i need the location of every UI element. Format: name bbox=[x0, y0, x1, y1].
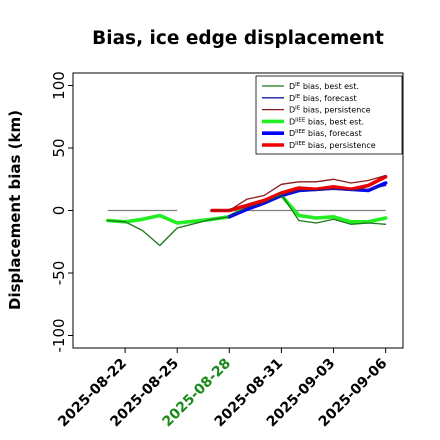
legend-box bbox=[255, 75, 403, 155]
series-line-1 bbox=[228, 184, 387, 218]
y-tick-label: -50 bbox=[50, 261, 68, 286]
chart-title: Bias, ice edge displacement bbox=[92, 28, 384, 49]
y-axis-label: Displacement bias (km) bbox=[6, 110, 24, 310]
series-line-2 bbox=[211, 174, 387, 212]
series-line-5 bbox=[210, 175, 388, 213]
y-tick-label: -100 bbox=[50, 318, 68, 352]
y-tick-label: 100 bbox=[50, 71, 68, 100]
legend-label-4: DIIEE bias, forecast bbox=[289, 129, 362, 138]
legend: DIE bias, best est. DIE bias, forecast DIE… bbox=[255, 75, 403, 155]
legend-label-5: DIIEE bias, persistence bbox=[289, 141, 376, 150]
legend-label-2: DIE bias, persistence bbox=[289, 106, 371, 115]
y-tick-label: 50 bbox=[50, 138, 68, 157]
legend-label-0: DIE bias, best est. bbox=[289, 82, 359, 91]
legend-label-1: DIE bias, forecast bbox=[289, 94, 357, 103]
y-tick-label: 0 bbox=[50, 206, 68, 216]
legend-label-3: DIIEE bias, best est. bbox=[289, 117, 364, 126]
